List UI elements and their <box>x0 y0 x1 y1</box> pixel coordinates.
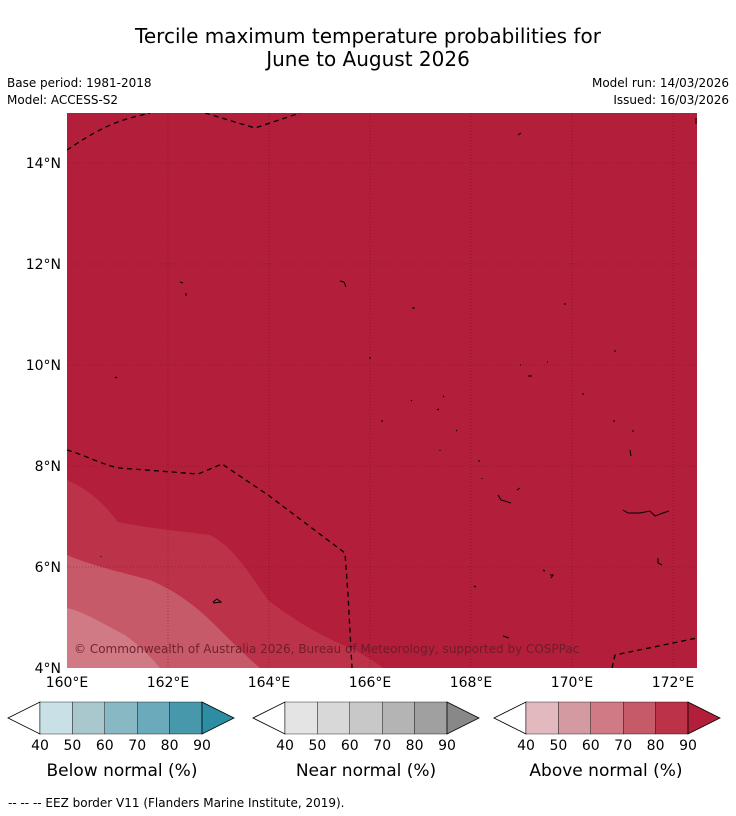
colorbar-near-normal: 40 50 60 70 80 90 <box>252 701 480 754</box>
colorbar-segment <box>590 701 624 735</box>
colorbar-upper-extend <box>446 701 480 735</box>
eez-borders <box>67 113 697 668</box>
colorbar-below-normal: 40 50 60 70 80 90 <box>7 701 235 754</box>
prob-contour-60 <box>67 608 160 668</box>
graticule <box>67 113 697 668</box>
colorbar-segment <box>558 701 592 735</box>
colorbar-above-normal: 40 50 60 70 80 90 <box>493 701 721 754</box>
title-line-2: June to August 2026 <box>266 47 470 71</box>
colorbar-tick-label: 50 <box>63 738 81 754</box>
lat-tick-label: 12°N <box>26 257 61 273</box>
colorbar-tick-label: 90 <box>438 738 456 754</box>
lat-tick-label: 14°N <box>26 156 61 172</box>
model-name: Model: ACCESS-S2 <box>7 93 119 107</box>
colorbar-segment <box>284 701 318 735</box>
colorbar-segment <box>104 701 138 735</box>
colorbar-below-normal-label: Below normal (%) <box>46 761 198 781</box>
colorbar-tick-label: 80 <box>161 738 179 754</box>
colorbar-segment <box>525 701 559 735</box>
colorbar-segment <box>317 701 350 735</box>
colorbar-segment <box>623 701 656 735</box>
lon-axis: 160°E 162°E 164°E 166°E 168°E 170°E 172°… <box>46 675 695 691</box>
lon-tick-label: 164°E <box>248 675 291 691</box>
colorbar-tick-label: 60 <box>96 738 114 754</box>
colorbar-tick-label: 70 <box>373 738 391 754</box>
colorbar-segment <box>72 701 106 735</box>
colorbar-tick-label: 40 <box>276 738 294 754</box>
colorbar-tick-label: 50 <box>308 738 326 754</box>
lat-axis: 14°N 12°N 10°N 8°N 6°N 4°N <box>26 156 61 677</box>
colorbar-lower-extend <box>252 701 286 735</box>
colorbar-tick-label: 80 <box>647 738 665 754</box>
lat-tick-label: 8°N <box>35 459 61 475</box>
islands <box>100 118 697 639</box>
map-area: © Commonwealth of Australia 2026, Bureau… <box>67 113 697 668</box>
colorbar-tick-label: 60 <box>341 738 359 754</box>
lon-tick-label: 168°E <box>450 675 493 691</box>
colorbar-tick-label: 90 <box>679 738 697 754</box>
lon-tick-label: 170°E <box>551 675 594 691</box>
colorbar-segment <box>169 701 203 735</box>
model-run: Model run: 14/03/2026 <box>591 76 729 90</box>
lon-tick-label: 172°E <box>652 675 695 691</box>
colorbar-tick-label: 40 <box>517 738 535 754</box>
lat-tick-label: 10°N <box>26 358 61 374</box>
colorbar-tick-label: 70 <box>614 738 632 754</box>
colorbar-tick-label: 40 <box>31 738 49 754</box>
colorbar-upper-extend <box>687 701 721 735</box>
lon-tick-label: 166°E <box>349 675 392 691</box>
colorbar-lower-extend <box>7 701 41 735</box>
colorbar-segment <box>414 701 448 735</box>
colorbar-tick-label: 80 <box>406 738 424 754</box>
colorbar-near-normal-label: Near normal (%) <box>295 761 437 781</box>
colorbar-tick-label: 90 <box>193 738 211 754</box>
colorbar-tick-label: 50 <box>549 738 567 754</box>
colorbar-lower-extend <box>493 701 527 735</box>
colorbar-segment <box>655 701 689 735</box>
colorbar-segment <box>382 701 415 735</box>
colorbar-segment <box>136 701 170 735</box>
base-period: Base period: 1981-2018 <box>7 76 152 90</box>
title-line-1: Tercile maximum temperature probabilitie… <box>135 24 601 48</box>
copyright-watermark: © Commonwealth of Australia 2026, Bureau… <box>74 642 579 656</box>
lon-tick-label: 162°E <box>147 675 190 691</box>
colorbar-tick-label: 60 <box>582 738 600 754</box>
eez-footnote: -- -- -- EEZ border V11 (Flanders Marine… <box>8 796 345 810</box>
colorbar-segment <box>349 701 383 735</box>
lat-tick-label: 6°N <box>35 560 61 576</box>
colorbar-segment <box>39 701 73 735</box>
issued-date: Issued: 16/03/2026 <box>613 93 729 107</box>
lon-tick-label: 160°E <box>46 675 89 691</box>
colorbar-above-normal-label: Above normal (%) <box>529 761 683 781</box>
colorbar-upper-extend <box>201 701 235 735</box>
lat-tick-label: 4°N <box>35 661 61 677</box>
colorbar-tick-label: 70 <box>128 738 146 754</box>
